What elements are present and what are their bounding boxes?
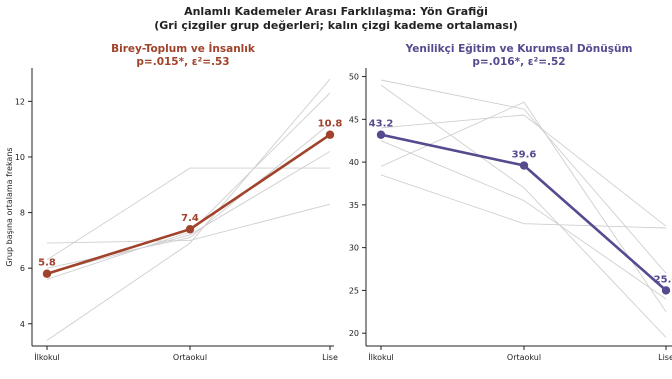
x-tick-label: Ortaokul — [173, 353, 207, 362]
mean-data-label: 39.6 — [512, 150, 537, 161]
y-tick-label: 30 — [349, 244, 359, 253]
x-tick-label: Ortaokul — [507, 353, 541, 362]
figure-title: Anlamlı Kademeler Arası Farklılaşma: Yön… — [184, 5, 488, 18]
y-tick-label: 40 — [349, 158, 359, 167]
group-line-2 — [380, 84, 667, 338]
y-tick-label: 35 — [349, 201, 359, 210]
x-tick-label: İlkokul — [368, 352, 394, 362]
mean-point — [661, 286, 671, 295]
x-tick-label: İlkokul — [34, 352, 60, 362]
y-tick-label: 25 — [349, 286, 359, 295]
x-tick-label: Lise — [322, 353, 338, 362]
mean-point — [519, 161, 529, 170]
group-line-5 — [46, 203, 331, 244]
panel-subtitle: p=.016*, ε²=.52 — [472, 56, 565, 68]
figure-subtitle: (Gri çizgiler grup değerleri; kalın çizg… — [154, 19, 518, 32]
mean-point — [42, 269, 52, 278]
y-tick-label: 50 — [349, 73, 359, 82]
group-line-5 — [380, 140, 667, 300]
mean-point — [185, 225, 195, 234]
y-axis-label: Grup başına ortalama frekans — [5, 147, 14, 266]
group-line-1 — [46, 78, 331, 341]
group-line-2 — [46, 92, 331, 280]
mean-data-label: 25.0 — [654, 274, 672, 285]
group-line-1 — [380, 79, 667, 274]
mean-point — [376, 130, 386, 139]
group-line-6 — [46, 151, 331, 275]
panel-2: Yenilikçi Eğitim ve Kurumsal Dönüşümp=.0… — [349, 43, 672, 362]
group-line-4 — [380, 174, 667, 229]
mean-line — [46, 133, 331, 275]
panel-subtitle: p=.015*, ε²=.53 — [136, 56, 229, 68]
panel-title: Yenilikçi Eğitim ve Kurumsal Dönüşüm — [405, 43, 633, 55]
mean-point — [325, 130, 335, 139]
mean-data-label: 5.8 — [38, 258, 56, 269]
y-tick-label: 12 — [15, 97, 25, 106]
x-tick-label: Lise — [658, 353, 672, 362]
mean-data-label: 43.2 — [369, 119, 394, 130]
group-line-4 — [46, 167, 330, 261]
y-tick-label: 45 — [349, 115, 359, 124]
y-tick-label: 6 — [20, 264, 25, 273]
mean-data-label: 7.4 — [181, 213, 199, 224]
mean-data-label: 10.8 — [318, 119, 343, 130]
panel-title: Birey-Toplum ve İnsanlık — [111, 41, 256, 55]
y-tick-label: 4 — [20, 320, 25, 329]
y-tick-label: 20 — [349, 329, 359, 338]
group-line-3 — [380, 101, 667, 313]
group-line-6 — [380, 114, 667, 227]
group-line-3 — [46, 123, 331, 269]
y-tick-label: 8 — [20, 209, 25, 218]
y-tick-label: 10 — [15, 153, 25, 162]
